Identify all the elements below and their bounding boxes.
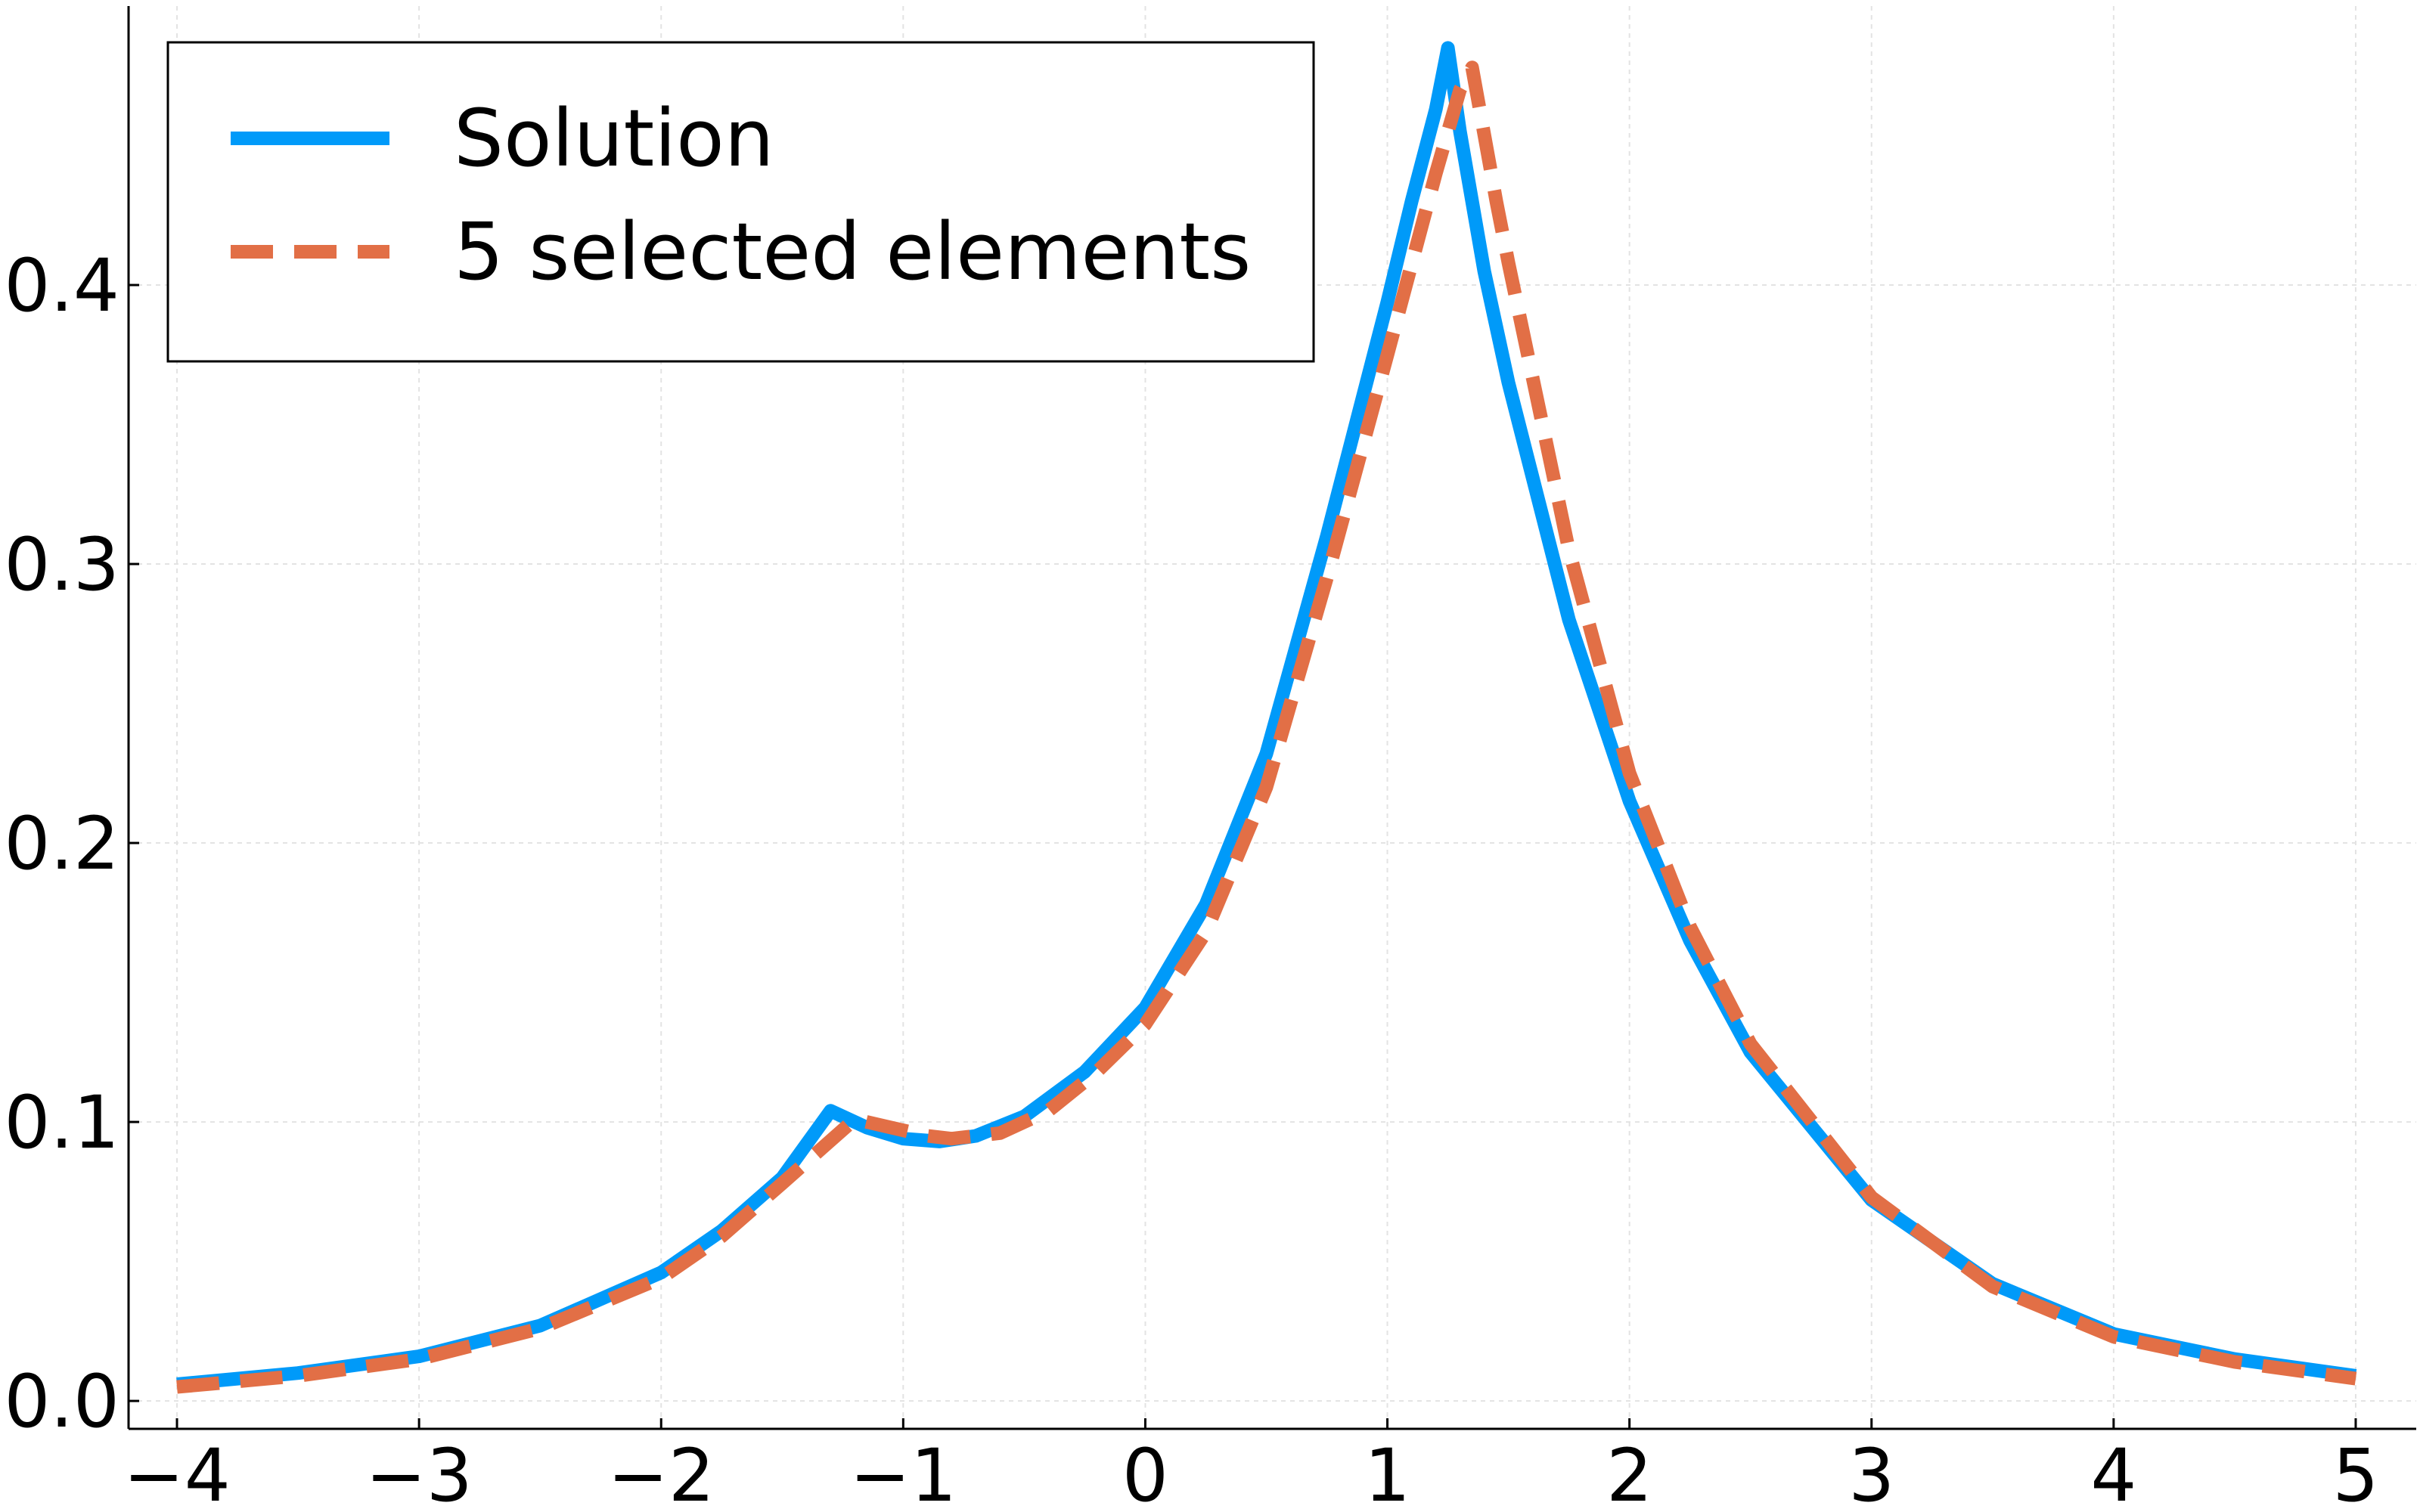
y-tick-label: 0.3 bbox=[4, 522, 119, 607]
x-tick-label: −4 bbox=[123, 1433, 231, 1512]
x-tick-label: −2 bbox=[607, 1433, 715, 1512]
x-tick-label: 3 bbox=[1848, 1433, 1894, 1512]
y-tick-label: 0.1 bbox=[4, 1080, 119, 1165]
x-tick-label: 5 bbox=[2332, 1433, 2378, 1512]
series-lines bbox=[176, 41, 2357, 1394]
x-tick-label: 1 bbox=[1364, 1433, 1410, 1512]
tick-labels: −4 −3 −2 −1 0 1 2 3 4 5 0.0 0.1 0.2 0.3 0.4 bbox=[4, 243, 2378, 1512]
y-tick-label: 0.4 bbox=[4, 243, 119, 328]
series-line-dashed bbox=[176, 60, 2357, 1394]
legend: Solution 5 selected elements bbox=[166, 41, 1315, 363]
x-tick-label: 4 bbox=[2090, 1433, 2136, 1512]
legend-label: 5 selected elements bbox=[454, 206, 1251, 298]
y-tick-label: 0.0 bbox=[4, 1359, 119, 1444]
legend-box bbox=[166, 41, 1315, 363]
x-tick-label: −1 bbox=[850, 1433, 957, 1512]
y-tick-label: 0.2 bbox=[4, 801, 119, 886]
x-tick-label: 2 bbox=[1606, 1433, 1652, 1512]
legend-label: Solution bbox=[454, 92, 774, 184]
x-tick-label: 0 bbox=[1122, 1433, 1168, 1512]
x-tick-label: −3 bbox=[365, 1433, 473, 1512]
axes bbox=[127, 6, 2416, 1430]
